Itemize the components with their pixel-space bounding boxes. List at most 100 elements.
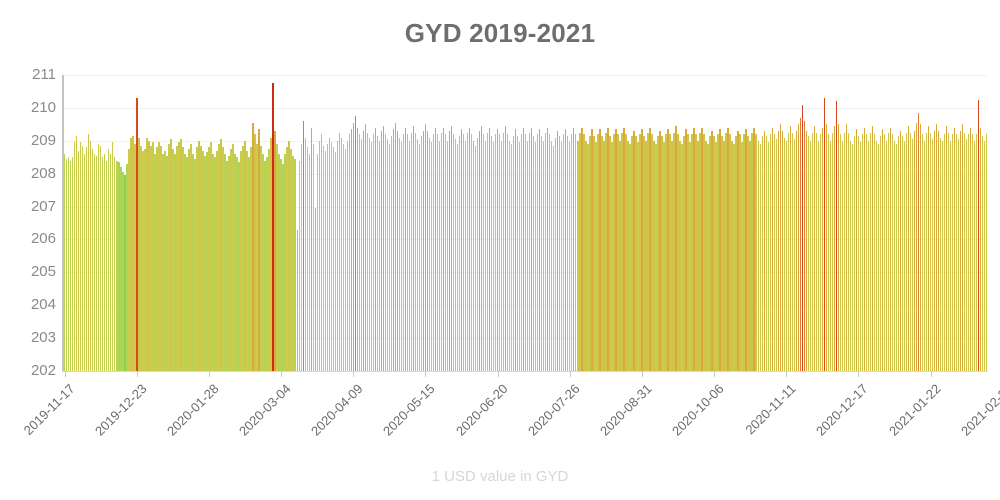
bar[interactable] [114, 157, 116, 371]
bar[interactable] [905, 132, 908, 371]
bar[interactable] [228, 155, 230, 371]
bar[interactable] [198, 140, 200, 371]
bar[interactable] [298, 160, 300, 371]
bar[interactable] [94, 153, 96, 371]
bar[interactable] [440, 132, 443, 371]
bar[interactable] [154, 153, 156, 371]
bar[interactable] [384, 134, 387, 371]
bar[interactable] [326, 144, 328, 371]
bar[interactable] [296, 229, 298, 371]
bar[interactable] [981, 135, 984, 371]
bar[interactable] [903, 140, 906, 371]
bar[interactable] [669, 134, 671, 371]
bar[interactable] [312, 144, 314, 371]
bar[interactable] [168, 144, 170, 371]
bar[interactable] [871, 125, 874, 371]
bar[interactable] [723, 140, 725, 371]
bar[interactable] [737, 130, 739, 371]
bar[interactable] [250, 147, 252, 371]
bar[interactable] [639, 134, 641, 371]
bar[interactable] [284, 153, 286, 371]
bar[interactable] [543, 140, 545, 371]
bar[interactable] [294, 158, 296, 371]
bar[interactable] [789, 125, 791, 371]
bar[interactable] [324, 150, 326, 371]
bar[interactable] [66, 158, 68, 371]
bar[interactable] [653, 140, 655, 371]
bar[interactable] [280, 158, 282, 371]
bar[interactable] [923, 140, 926, 371]
bar[interactable] [130, 137, 132, 371]
bar[interactable] [849, 140, 852, 371]
bar[interactable] [761, 135, 763, 371]
bar[interactable] [949, 140, 952, 371]
bar[interactable] [486, 132, 489, 371]
bar[interactable] [80, 142, 82, 371]
bar[interactable] [777, 130, 779, 371]
bar[interactable] [725, 132, 727, 371]
bar[interactable] [418, 144, 421, 371]
bar[interactable] [839, 134, 842, 371]
bar[interactable] [731, 140, 733, 371]
bar[interactable] [462, 134, 465, 371]
bar[interactable] [182, 147, 184, 371]
bar[interactable] [941, 140, 944, 371]
bar[interactable] [769, 134, 771, 371]
bar[interactable] [422, 130, 425, 371]
bar[interactable] [132, 135, 134, 371]
bar[interactable] [100, 145, 102, 371]
bar[interactable] [270, 137, 272, 371]
bar[interactable] [595, 142, 597, 371]
bar[interactable] [380, 130, 383, 371]
bar[interactable] [601, 135, 603, 371]
bar[interactable] [420, 135, 423, 371]
bar[interactable] [522, 127, 525, 371]
bar[interactable] [512, 135, 515, 371]
bar[interactable] [260, 145, 262, 371]
bar[interactable] [575, 134, 577, 371]
bar[interactable] [817, 140, 820, 371]
bar[interactable] [472, 140, 475, 371]
bar[interactable] [474, 145, 477, 371]
bar[interactable] [661, 135, 663, 371]
bar[interactable] [885, 140, 888, 371]
bar[interactable] [841, 140, 844, 371]
bar[interactable] [122, 172, 124, 371]
bar[interactable] [675, 125, 677, 371]
bar[interactable] [613, 134, 615, 371]
bar[interactable] [649, 127, 651, 371]
bar[interactable] [514, 129, 517, 371]
bar[interactable] [617, 134, 619, 371]
bar[interactable] [172, 149, 174, 371]
bar[interactable] [973, 140, 976, 371]
bar[interactable] [739, 134, 741, 371]
bar[interactable] [426, 130, 429, 371]
bar[interactable] [759, 144, 761, 371]
bar[interactable] [328, 137, 330, 371]
bar[interactable] [907, 125, 910, 371]
bar[interactable] [943, 134, 946, 371]
bar[interactable] [142, 150, 144, 371]
bar[interactable] [82, 145, 84, 371]
bar[interactable] [386, 139, 389, 371]
bar[interactable] [226, 160, 228, 371]
bar[interactable] [691, 134, 693, 371]
bar[interactable] [322, 145, 324, 371]
bar[interactable] [366, 132, 369, 371]
bar[interactable] [102, 157, 104, 371]
bar[interactable] [693, 127, 695, 371]
bar[interactable] [785, 140, 787, 371]
bar[interactable] [458, 135, 461, 371]
bar[interactable] [801, 104, 803, 371]
bar[interactable] [152, 142, 154, 371]
bar[interactable] [306, 147, 308, 371]
bar[interactable] [787, 132, 789, 371]
bar[interactable] [502, 132, 505, 371]
bar[interactable] [745, 129, 747, 371]
bar[interactable] [967, 134, 970, 371]
bar[interactable] [220, 139, 222, 371]
bar[interactable] [971, 134, 974, 371]
bar[interactable] [881, 129, 884, 371]
bar[interactable] [877, 144, 880, 371]
bar[interactable] [917, 112, 920, 371]
